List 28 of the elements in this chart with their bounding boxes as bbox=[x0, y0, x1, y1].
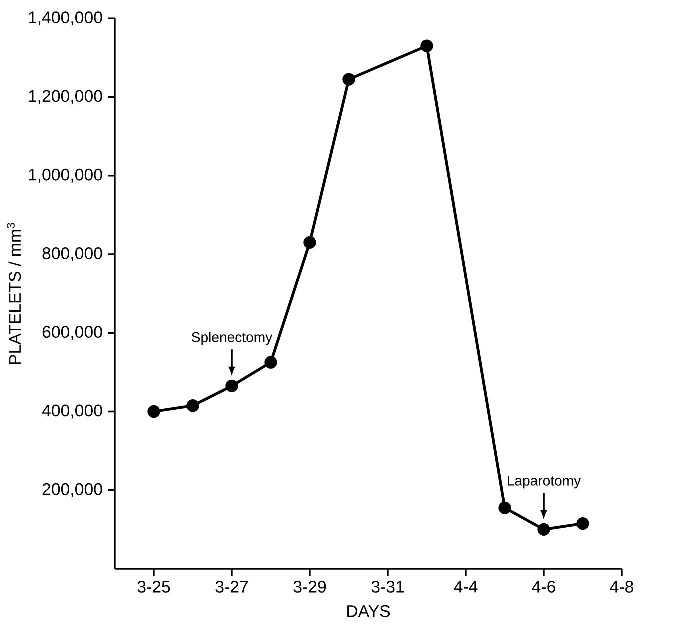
point bbox=[576, 517, 590, 530]
x-tick-label: 3-25 bbox=[138, 581, 170, 593]
point bbox=[148, 405, 160, 418]
point bbox=[226, 380, 238, 393]
point bbox=[420, 40, 434, 52]
point bbox=[538, 523, 550, 536]
x-axis-title: DAYS bbox=[348, 605, 390, 618]
y-tick-label: 1,000,000 bbox=[29, 168, 102, 183]
point bbox=[498, 502, 512, 514]
x-tick-label: 3-29 bbox=[294, 581, 326, 593]
x-tick-label: 4-8 bbox=[610, 581, 634, 593]
x-tick-label: 4-6 bbox=[532, 581, 556, 593]
point bbox=[342, 73, 356, 86]
y-tick-label: 800,000 bbox=[42, 248, 102, 262]
y-axis-title: PLATELETS / mm$^{3}$ bbox=[6, 223, 22, 364]
annotation: Splenectomy bbox=[192, 332, 273, 346]
point bbox=[186, 400, 200, 412]
annotation: Laparotomy bbox=[508, 476, 582, 489]
x-tick-label: 3-31 bbox=[372, 581, 404, 593]
x-tick-label: 3-27 bbox=[216, 581, 248, 593]
point bbox=[304, 236, 316, 250]
y-tick-label: 200,000 bbox=[42, 483, 102, 498]
x-tick-label: 4-4 bbox=[454, 581, 478, 593]
y-tick-label: 400,000 bbox=[42, 404, 102, 419]
point bbox=[264, 356, 278, 369]
y-tick-label: 1,200,000 bbox=[29, 90, 102, 104]
y-tick-label: 1,400,000 bbox=[29, 12, 102, 26]
y-tick-label: 600,000 bbox=[42, 326, 102, 340]
